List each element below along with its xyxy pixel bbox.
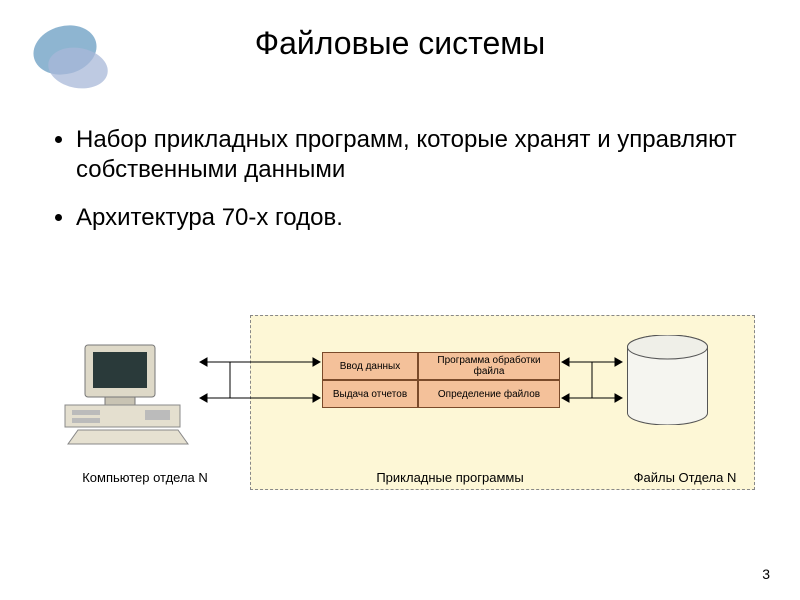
programs-table: Ввод данных Программа обработки файла Вы… [322, 352, 560, 408]
table-cell-reports: Выдача отчетов [322, 380, 418, 408]
database-cylinder-icon [625, 335, 710, 425]
page-number: 3 [762, 566, 770, 582]
table-cell-program: Программа обработки файла [418, 352, 560, 380]
files-label: Файлы Отдела N [620, 470, 750, 485]
table-cell-input: Ввод данных [322, 352, 418, 380]
bullet-text: Архитектура 70-х годов. [76, 203, 343, 233]
slide-title: Файловые системы [0, 25, 800, 62]
bullet-item: Архитектура 70-х годов. [55, 203, 755, 233]
diagram-area: Ввод данных Программа обработки файла Вы… [60, 300, 760, 530]
programs-label: Прикладные программы [355, 470, 545, 485]
bullet-text: Набор прикладных программ, которые храня… [76, 125, 755, 185]
table-row: Выдача отчетов Определение файлов [322, 380, 560, 408]
computer-icon [60, 340, 195, 450]
table-row: Ввод данных Программа обработки файла [322, 352, 560, 380]
table-cell-filedef: Определение файлов [418, 380, 560, 408]
bullet-list: Набор прикладных программ, которые храня… [55, 125, 755, 251]
bullet-item: Набор прикладных программ, которые храня… [55, 125, 755, 185]
bullet-dot-icon [55, 136, 62, 143]
bullet-dot-icon [55, 214, 62, 221]
computer-label: Компьютер отдела N [55, 470, 235, 485]
